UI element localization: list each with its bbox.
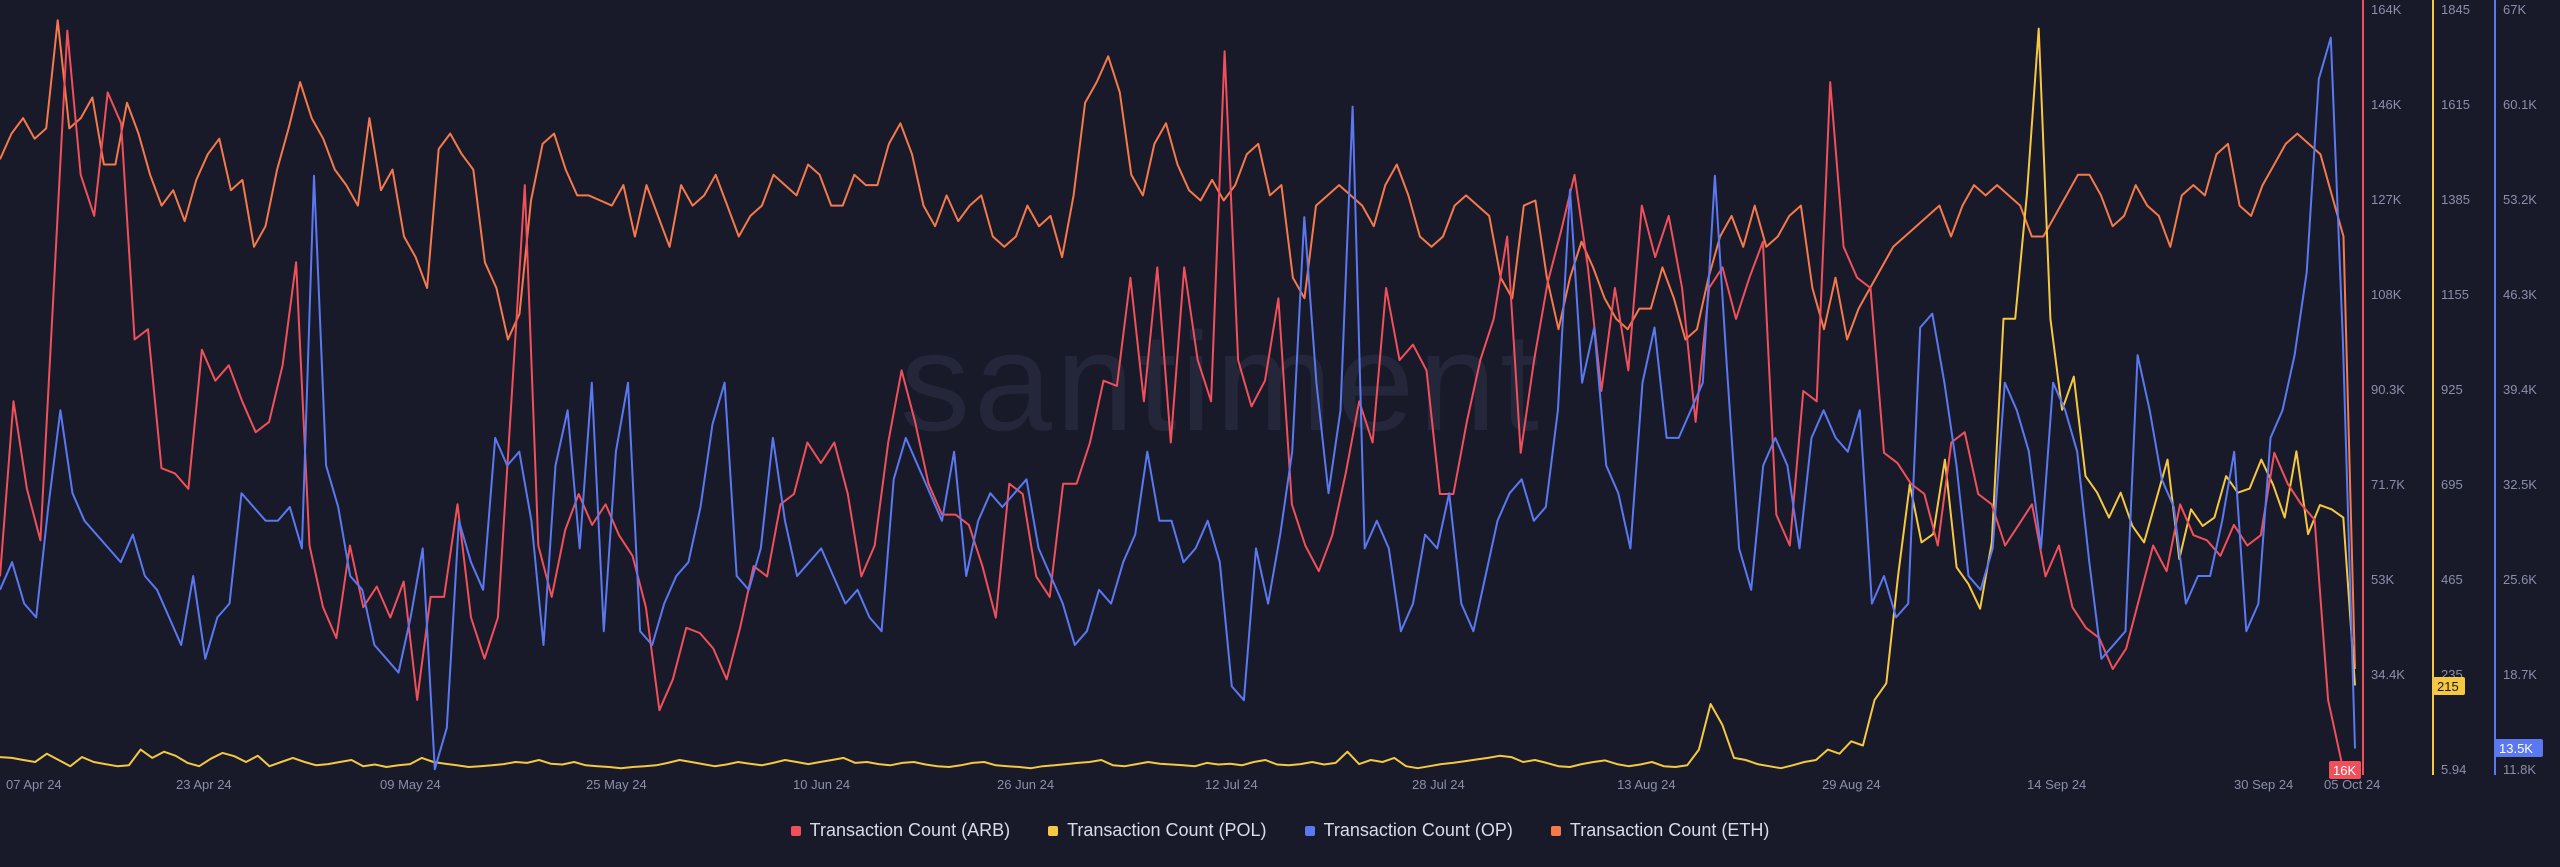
chart-area: santiment 164K 146K 127K 108K 90.3K 71.7K 53K 3… [0, 0, 2543, 792]
watermark: santiment [900, 303, 1543, 460]
x-tick: 07 Apr 24 [6, 777, 62, 792]
legend-label-pol: Transaction Count (POL) [1067, 820, 1267, 840]
x-axis: 07 Apr 24 23 Apr 24 09 May 24 25 May 24 10 J… [6, 777, 2380, 792]
x-tick: 26 Jun 24 [997, 777, 1054, 792]
legend-swatch-eth [1550, 825, 1561, 836]
y-tick-arb: 108K [2371, 287, 2402, 302]
legend-item-pol[interactable]: Transaction Count (POL) [1048, 820, 1267, 841]
legend: Transaction Count (ARB) Transaction Coun… [0, 820, 2560, 841]
y-tick-pol: 1385 [2441, 192, 2470, 207]
y-tick-arb: 34.4K [2371, 667, 2405, 682]
y-tick-op: 53.2K [2503, 192, 2537, 207]
y-tick-pol: 5.94 [2441, 762, 2466, 777]
y-tick-op: 46.3K [2503, 287, 2537, 302]
x-tick: 28 Jul 24 [1412, 777, 1465, 792]
y-tick-op: 11.8K [2503, 762, 2536, 777]
last-value-badge-op: 13.5K [2495, 739, 2543, 757]
last-value-badge-pol: 215 [2433, 677, 2465, 695]
x-tick: 30 Sep 24 [2234, 777, 2293, 792]
y-tick-op: 39.4K [2503, 382, 2537, 397]
x-tick: 25 May 24 [586, 777, 647, 792]
y-tick-arb: 164K [2371, 2, 2402, 17]
x-tick: 09 May 24 [380, 777, 441, 792]
legend-label-arb: Transaction Count (ARB) [809, 820, 1011, 840]
axis-layer: 164K 146K 127K 108K 90.3K 71.7K 53K 34.4K 1845 16… [2329, 0, 2543, 779]
x-tick: 12 Jul 24 [1205, 777, 1258, 792]
y-tick-op: 67K [2503, 2, 2526, 17]
legend-swatch-op [1304, 825, 1315, 836]
y-tick-arb: 127K [2371, 192, 2402, 207]
y-tick-arb: 53K [2371, 572, 2394, 587]
legend-swatch-arb [790, 825, 801, 836]
x-tick: 13 Aug 24 [1617, 777, 1676, 792]
legend-item-eth[interactable]: Transaction Count (ETH) [1550, 820, 1770, 841]
y-tick-pol: 925 [2441, 382, 2463, 397]
y-tick-arb: 71.7K [2371, 477, 2405, 492]
legend-item-op[interactable]: Transaction Count (OP) [1304, 820, 1513, 841]
y-tick-op: 18.7K [2503, 667, 2537, 682]
y-tick-op: 60.1K [2503, 97, 2537, 112]
last-value-label-op: 13.5K [2499, 741, 2533, 756]
y-tick-pol: 695 [2441, 477, 2463, 492]
y-tick-arb: 90.3K [2371, 382, 2405, 397]
legend-label-eth: Transaction Count (ETH) [1569, 820, 1770, 840]
y-tick-op: 32.5K [2503, 477, 2537, 492]
x-tick: 23 Apr 24 [176, 777, 232, 792]
x-tick: 10 Jun 24 [793, 777, 850, 792]
last-value-label-pol: 215 [2437, 679, 2459, 694]
x-tick: 29 Aug 24 [1822, 777, 1881, 792]
series-line-op [0, 36, 2356, 771]
series-line-arb-eth [0, 19, 2356, 670]
y-tick-pol: 1155 [2441, 287, 2469, 302]
last-value-badge-arb: 16K [2329, 761, 2361, 779]
series-layer [0, 19, 2356, 773]
legend-swatch-pol [1048, 825, 1059, 836]
y-tick-pol: 1615 [2441, 97, 2470, 112]
legend-item-arb[interactable]: Transaction Count (ARB) [790, 820, 1011, 841]
series-line-pol [0, 27, 2356, 770]
y-tick-pol: 1845 [2441, 2, 2470, 17]
y-tick-op: 25.6K [2503, 572, 2537, 587]
legend-label-op: Transaction Count (OP) [1323, 820, 1513, 840]
last-value-label-arb: 16K [2333, 763, 2356, 778]
x-tick: 05 Oct 24 [2324, 777, 2380, 792]
series-line-arb [0, 29, 2356, 773]
y-tick-pol: 465 [2441, 572, 2463, 587]
y-tick-arb: 146K [2371, 97, 2402, 112]
x-tick: 14 Sep 24 [2027, 777, 2086, 792]
